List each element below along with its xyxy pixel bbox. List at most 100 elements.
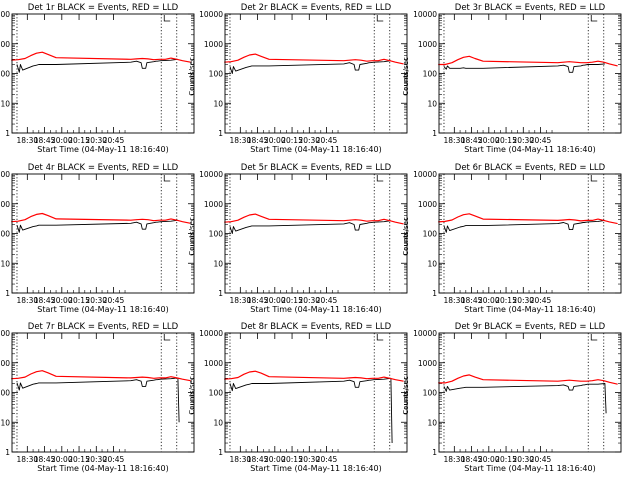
y-axis-label: Counts/sec bbox=[402, 57, 410, 96]
y-tick-label: 10000 bbox=[0, 170, 10, 179]
x-tick-label: 18:30 bbox=[444, 455, 466, 464]
x-tick-label: 20:30 bbox=[298, 296, 320, 305]
y-tick-label: 100 bbox=[423, 230, 438, 239]
x-tick-label: 20:30 bbox=[298, 455, 320, 464]
series-line-lld bbox=[11, 51, 191, 63]
series-line-events bbox=[229, 220, 391, 234]
series-line-lld bbox=[224, 213, 404, 225]
series-line-events bbox=[16, 58, 178, 73]
x-tick-label: 18:30 bbox=[444, 136, 466, 145]
series-line-events bbox=[229, 377, 393, 444]
x-tick-label: 20:45 bbox=[530, 455, 552, 464]
x-tick-label: 18:45 bbox=[247, 136, 269, 145]
plot-frame bbox=[438, 13, 622, 134]
chart-panel-3: Det 3r BLACK = Events, RED = LLD 1 10 100 10… bbox=[402, 3, 622, 154]
y-tick-label: 1 bbox=[432, 129, 437, 138]
x-tick-label: 20:00 bbox=[264, 136, 286, 145]
series-line-lld bbox=[438, 213, 618, 225]
x-tick-label: 18:30 bbox=[17, 136, 39, 145]
chart-panel-1: Det 1r BLACK = Events, RED = LLD 1 10 100 10… bbox=[0, 3, 195, 154]
chart-title: Det 2r BLACK = Events, RED = LLD bbox=[241, 3, 392, 13]
x-tick-label: 20:30 bbox=[512, 136, 534, 145]
chart-panel-5: Det 5r BLACK = Events, RED = LLD 1 10 100 10… bbox=[188, 163, 408, 314]
plot-frame bbox=[224, 173, 408, 294]
series-line-events bbox=[443, 383, 607, 414]
y-tick-label: 10 bbox=[0, 418, 10, 427]
x-tick-label: 18:30 bbox=[230, 136, 252, 145]
x-tick-label: 20:00 bbox=[264, 296, 286, 305]
y-tick-label: 10000 bbox=[413, 329, 437, 338]
y-tick-label: 1000 bbox=[204, 359, 223, 368]
series-line-events bbox=[229, 60, 391, 74]
x-tick-label: 20:15 bbox=[281, 455, 303, 464]
time-bracket-mark bbox=[590, 334, 598, 341]
y-tick-label: 100 bbox=[423, 389, 438, 398]
x-axis-label: Start Time (04-May-11 18:16:40) bbox=[464, 464, 595, 473]
x-tick-label: 20:15 bbox=[281, 136, 303, 145]
x-tick-label: 18:30 bbox=[17, 455, 39, 464]
y-tick-label: 10000 bbox=[413, 10, 437, 19]
y-tick-label: 10 bbox=[0, 99, 10, 108]
x-tick-label: 18:45 bbox=[461, 296, 483, 305]
x-axis-label: Start Time (04-May-11 18:16:40) bbox=[250, 305, 381, 314]
chart-title: Det 6r BLACK = Events, RED = LLD bbox=[455, 163, 606, 173]
y-tick-label: 100 bbox=[0, 389, 10, 398]
y-tick-label: 10000 bbox=[199, 170, 223, 179]
x-tick-label: 18:45 bbox=[34, 136, 56, 145]
x-tick-label: 20:15 bbox=[495, 455, 517, 464]
x-tick-label: 18:30 bbox=[230, 296, 252, 305]
chart-title: Det 8r BLACK = Events, RED = LLD bbox=[241, 322, 392, 332]
chart-title: Det 3r BLACK = Events, RED = LLD bbox=[455, 3, 606, 13]
y-tick-label: 1000 bbox=[418, 200, 437, 209]
series-line-lld bbox=[438, 374, 618, 385]
x-tick-label: 20:30 bbox=[298, 136, 320, 145]
x-tick-label: 20:30 bbox=[512, 296, 534, 305]
series-line-events bbox=[16, 377, 180, 423]
x-tick-label: 18:45 bbox=[34, 455, 56, 464]
chart-title: Det 5r BLACK = Events, RED = LLD bbox=[241, 163, 392, 173]
x-tick-label: 18:30 bbox=[17, 296, 39, 305]
y-tick-label: 1 bbox=[218, 289, 223, 298]
y-tick-label: 1 bbox=[218, 448, 223, 457]
series-line-lld bbox=[11, 370, 191, 382]
x-tick-label: 20:00 bbox=[478, 136, 500, 145]
series-line-events bbox=[16, 219, 178, 233]
x-tick-label: 18:30 bbox=[444, 296, 466, 305]
chart-panel-8: Det 8r BLACK = Events, RED = LLD 1 10 100 10… bbox=[188, 322, 408, 473]
x-tick-label: 18:45 bbox=[461, 455, 483, 464]
y-tick-label: 10 bbox=[427, 99, 437, 108]
series-line-events bbox=[443, 63, 605, 73]
y-tick-label: 1 bbox=[432, 289, 437, 298]
y-axis-label: Counts/sec bbox=[188, 57, 196, 96]
y-tick-label: 10 bbox=[213, 99, 223, 108]
time-bracket-mark bbox=[163, 175, 171, 182]
x-tick-label: 20:45 bbox=[316, 296, 338, 305]
series-line-lld bbox=[224, 53, 404, 65]
x-tick-label: 20:45 bbox=[103, 296, 125, 305]
x-tick-label: 20:00 bbox=[51, 455, 73, 464]
time-bracket-mark bbox=[590, 15, 598, 22]
y-axis-label: Counts/sec bbox=[188, 376, 196, 415]
x-tick-label: 20:30 bbox=[85, 455, 107, 464]
chart-title: Det 1r BLACK = Events, RED = LLD bbox=[28, 3, 179, 13]
plot-frame bbox=[438, 332, 622, 453]
y-tick-label: 1000 bbox=[204, 40, 223, 49]
y-tick-label: 100 bbox=[423, 70, 438, 79]
x-tick-label: 18:45 bbox=[247, 455, 269, 464]
y-tick-label: 1 bbox=[5, 448, 10, 457]
x-tick-label: 20:45 bbox=[530, 296, 552, 305]
x-tick-label: 20:45 bbox=[103, 136, 125, 145]
y-tick-label: 100 bbox=[209, 389, 224, 398]
y-tick-label: 10000 bbox=[413, 170, 437, 179]
y-axis-label: Counts/sec bbox=[188, 217, 196, 256]
series-line-lld bbox=[11, 212, 191, 224]
y-tick-label: 1000 bbox=[418, 40, 437, 49]
x-axis-label: Start Time (04-May-11 18:16:40) bbox=[464, 145, 595, 154]
x-tick-label: 20:45 bbox=[530, 136, 552, 145]
x-axis-label: Start Time (04-May-11 18:16:40) bbox=[464, 305, 595, 314]
chart-panel-4: Det 4r BLACK = Events, RED = LLD 1 10 100 10… bbox=[0, 163, 195, 314]
x-tick-label: 20:00 bbox=[264, 455, 286, 464]
plot-frame bbox=[11, 13, 195, 134]
x-axis-label: Start Time (04-May-11 18:16:40) bbox=[37, 145, 168, 154]
